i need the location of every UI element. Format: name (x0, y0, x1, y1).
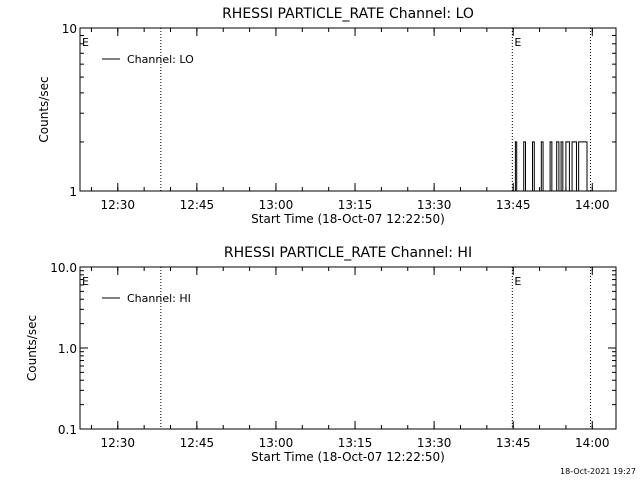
data-point (547, 190, 549, 192)
data-point (584, 141, 586, 143)
data-point (535, 190, 538, 192)
data-point (586, 190, 588, 192)
event-marker-label: E (514, 36, 521, 49)
x-tick-label: 13:15 (338, 436, 373, 450)
x-tick-label: 12:30 (100, 198, 135, 212)
data-point (588, 190, 590, 192)
data-point (568, 190, 571, 192)
y-tick-label: 1 (69, 185, 77, 199)
x-tick-label: 13:45 (496, 436, 531, 450)
data-point (533, 190, 535, 192)
data-point (523, 141, 525, 143)
x-tick-label: 12:45 (180, 198, 215, 212)
data-point (571, 141, 573, 143)
data-point (518, 190, 520, 192)
x-tick-label: 13:45 (496, 198, 531, 212)
data-point (530, 190, 532, 192)
x-tick-label: 14:00 (575, 198, 610, 212)
data-point (521, 190, 523, 192)
x-tick-label: 13:00 (259, 436, 294, 450)
series-line (513, 141, 591, 192)
panel-lo: RHESSI PARTICLE_RATE Channel: LO 12:30 12:… (37, 6, 617, 226)
event-marker-label: E (82, 36, 89, 49)
plot-frame (79, 27, 617, 192)
y-tick-label: 0.1 (58, 423, 77, 437)
x-tick-label: 12:45 (180, 436, 215, 450)
data-point (549, 141, 551, 143)
data-point (556, 141, 558, 143)
chart-title: RHESSI PARTICLE_RATE Channel: HI (224, 245, 472, 261)
chart-title: RHESSI PARTICLE_RATE Channel: LO (222, 6, 474, 22)
y-tick-label: 10 (62, 22, 77, 36)
data-point (589, 190, 592, 192)
data-point (562, 190, 564, 192)
data-point (542, 190, 544, 192)
x-tick-label: 13:00 (259, 198, 294, 212)
data-point (567, 141, 569, 143)
data-point (538, 190, 541, 192)
x-axis-label: Start Time (18-Oct-07 12:22:50) (251, 450, 445, 464)
data-point (560, 141, 562, 143)
data-point (565, 141, 567, 143)
event-marker-label: E (514, 275, 521, 288)
data-point (527, 190, 529, 192)
data-point (514, 141, 516, 143)
y-tick-label: 10.0 (50, 261, 77, 275)
x-axis-label: Start Time (18-Oct-07 12:22:50) (251, 212, 445, 226)
data-point (544, 190, 546, 192)
data-point (516, 190, 518, 192)
y-tick-label: 1.0 (58, 342, 77, 356)
y-axis-label: Counts/sec (37, 76, 51, 142)
x-tick-label: 13:30 (417, 198, 452, 212)
x-tick-label: 12:30 (100, 436, 135, 450)
legend-label: Channel: HI (127, 292, 191, 305)
data-point (531, 141, 534, 143)
legend-label: Channel: LO (127, 53, 194, 66)
data-point (553, 190, 555, 192)
data-point (578, 141, 580, 143)
x-tick-label: 13:30 (417, 436, 452, 450)
data-point (575, 190, 578, 192)
data-point (558, 190, 560, 192)
y-axis-label: Counts/sec (25, 315, 39, 381)
event-marker-label: E (82, 275, 89, 288)
data-point (513, 190, 515, 192)
x-tick-label: 13:15 (338, 198, 373, 212)
data-point (524, 190, 527, 192)
data-point (540, 141, 542, 143)
data-point (581, 141, 583, 143)
data-point (551, 190, 553, 192)
timestamp-footer: 18-Oct-2021 19:27 (560, 467, 636, 476)
panel-hi: RHESSI PARTICLE_RATE Channel: HI 12:30 12:… (25, 245, 617, 464)
x-tick-label: 14:00 (575, 436, 610, 450)
data-point (574, 141, 576, 143)
